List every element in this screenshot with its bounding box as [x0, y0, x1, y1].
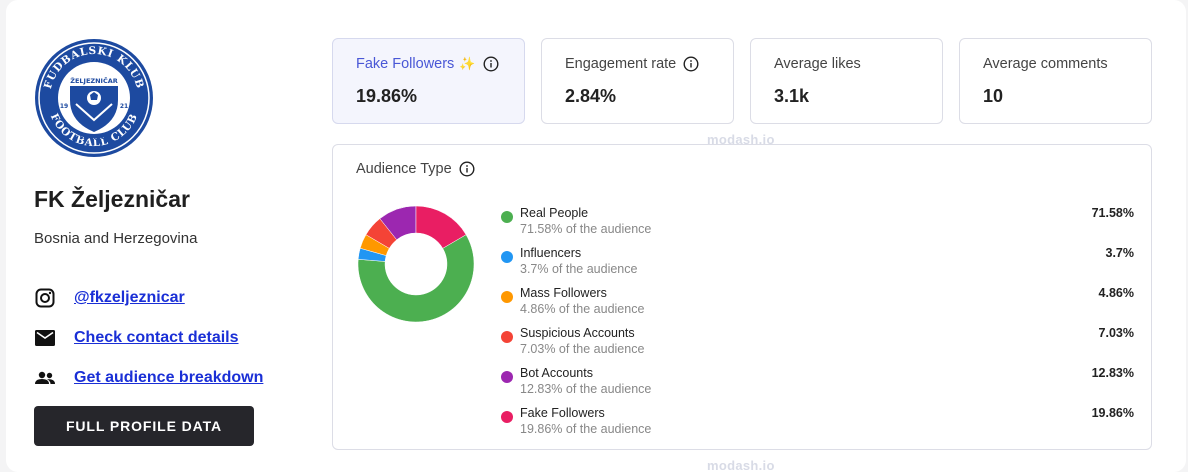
legend-sub: 71.58% of the audience [520, 222, 652, 236]
legend-pct: 7.03% [1098, 326, 1134, 340]
logo-year-left: 19 [60, 103, 68, 110]
legend-name: Influencers [520, 246, 582, 260]
legend-item: Mass Followers 4.86% of the audience 4.86% [501, 284, 1134, 320]
stat-value: 2.84% [565, 86, 617, 106]
profile-country: Bosnia and Herzegovina [34, 230, 198, 247]
stat-value: 3.1k [774, 86, 810, 106]
people-icon [34, 367, 56, 389]
donut-segment [357, 234, 475, 323]
info-icon[interactable] [459, 161, 475, 177]
legend-name: Bot Accounts [520, 366, 593, 380]
legend-item: Suspicious Accounts 7.03% of the audience… [501, 324, 1134, 360]
watermark: modash.io [707, 132, 775, 147]
legend-pct: 3.7% [1105, 246, 1135, 260]
stat-value: 19.86% [356, 86, 418, 106]
logo-center-text: ŽELJEZNIČAR [70, 76, 118, 85]
legend-dot [501, 371, 513, 383]
get-audience-breakdown-link[interactable]: Get audience breakdown [74, 369, 264, 386]
club-logo: FUDBALSKI KLUB FOOTBALL CLUB ŽELJEZNIČAR… [35, 39, 153, 157]
donut-segment [415, 205, 467, 249]
legend-name: Fake Followers [520, 406, 605, 420]
legend-dot [501, 251, 513, 263]
check-contact-details-link[interactable]: Check contact details [74, 329, 239, 346]
info-icon[interactable] [482, 56, 499, 72]
legend-pct: 19.86% [1091, 406, 1134, 420]
watermark-bottom: modash.io [707, 458, 775, 472]
stat-engagement-rate[interactable]: Engagement rate 2.84% [541, 38, 734, 124]
logo-year-right: 21 [120, 103, 128, 110]
legend-item: Real People 71.58% of the audience 71.58% [501, 204, 1134, 240]
legend-sub: 19.86% of the audience [520, 422, 652, 436]
audience-type-title: Audience Type [356, 161, 452, 177]
stat-engagement-label-row: Engagement rate [565, 56, 699, 72]
legend-sub: 3.7% of the audience [520, 262, 638, 276]
stat-average-likes[interactable]: Average likes 3.1k [750, 38, 943, 124]
instagram-icon [34, 287, 56, 309]
stat-label: Average comments [983, 56, 1108, 72]
legend-name: Suspicious Accounts [520, 326, 635, 340]
legend-dot [501, 291, 513, 303]
sparkle-icon: ✨ [459, 56, 476, 71]
legend-name: Mass Followers [520, 286, 607, 300]
mail-icon [34, 327, 56, 349]
legend-sub: 7.03% of the audience [520, 342, 645, 356]
stat-fake-followers[interactable]: Fake Followers ✨ 19.86% [332, 38, 525, 124]
legend-pct: 71.58% [1091, 206, 1134, 220]
audience-type-panel: Audience Type Real People 71.58% of the a… [332, 144, 1152, 450]
legend-item: Influencers 3.7% of the audience 3.7% [501, 244, 1134, 280]
info-icon[interactable] [683, 56, 699, 72]
stat-fake-followers-label-row: Fake Followers ✨ [356, 56, 499, 72]
contact-link-row[interactable]: Check contact details [34, 327, 239, 349]
legend-dot [501, 411, 513, 423]
legend-pct: 4.86% [1098, 286, 1134, 300]
profile-name: FK Željezničar [34, 186, 190, 212]
legend-pct: 12.83% [1091, 366, 1134, 380]
stat-label: Engagement rate [565, 56, 677, 72]
audience-donut-chart [357, 205, 475, 323]
legend-name: Real People [520, 206, 589, 220]
stat-label: Fake Followers [356, 56, 455, 72]
legend-dot [501, 331, 513, 343]
logo-city-text: SARAJEVO [80, 135, 109, 141]
legend-item: Fake Followers 19.86% of the audience 19.8… [501, 404, 1134, 440]
instagram-handle-link[interactable]: @fkzeljeznicar [74, 289, 185, 306]
legend-sub: 4.86% of the audience [520, 302, 645, 316]
legend-dot [501, 211, 513, 223]
stat-value: 10 [983, 86, 1004, 106]
legend-item: Bot Accounts 12.83% of the audience 12.83% [501, 364, 1134, 400]
full-profile-data-button[interactable]: FULL PROFILE DATA [34, 406, 254, 446]
stat-label: Average likes [774, 56, 861, 72]
legend-sub: 12.83% of the audience [520, 382, 652, 396]
instagram-link-row[interactable]: @fkzeljeznicar [34, 287, 185, 309]
stat-average-comments[interactable]: Average comments 10 [959, 38, 1152, 124]
audience-link-row[interactable]: Get audience breakdown [34, 367, 263, 389]
audience-type-title-row: Audience Type [356, 161, 475, 177]
